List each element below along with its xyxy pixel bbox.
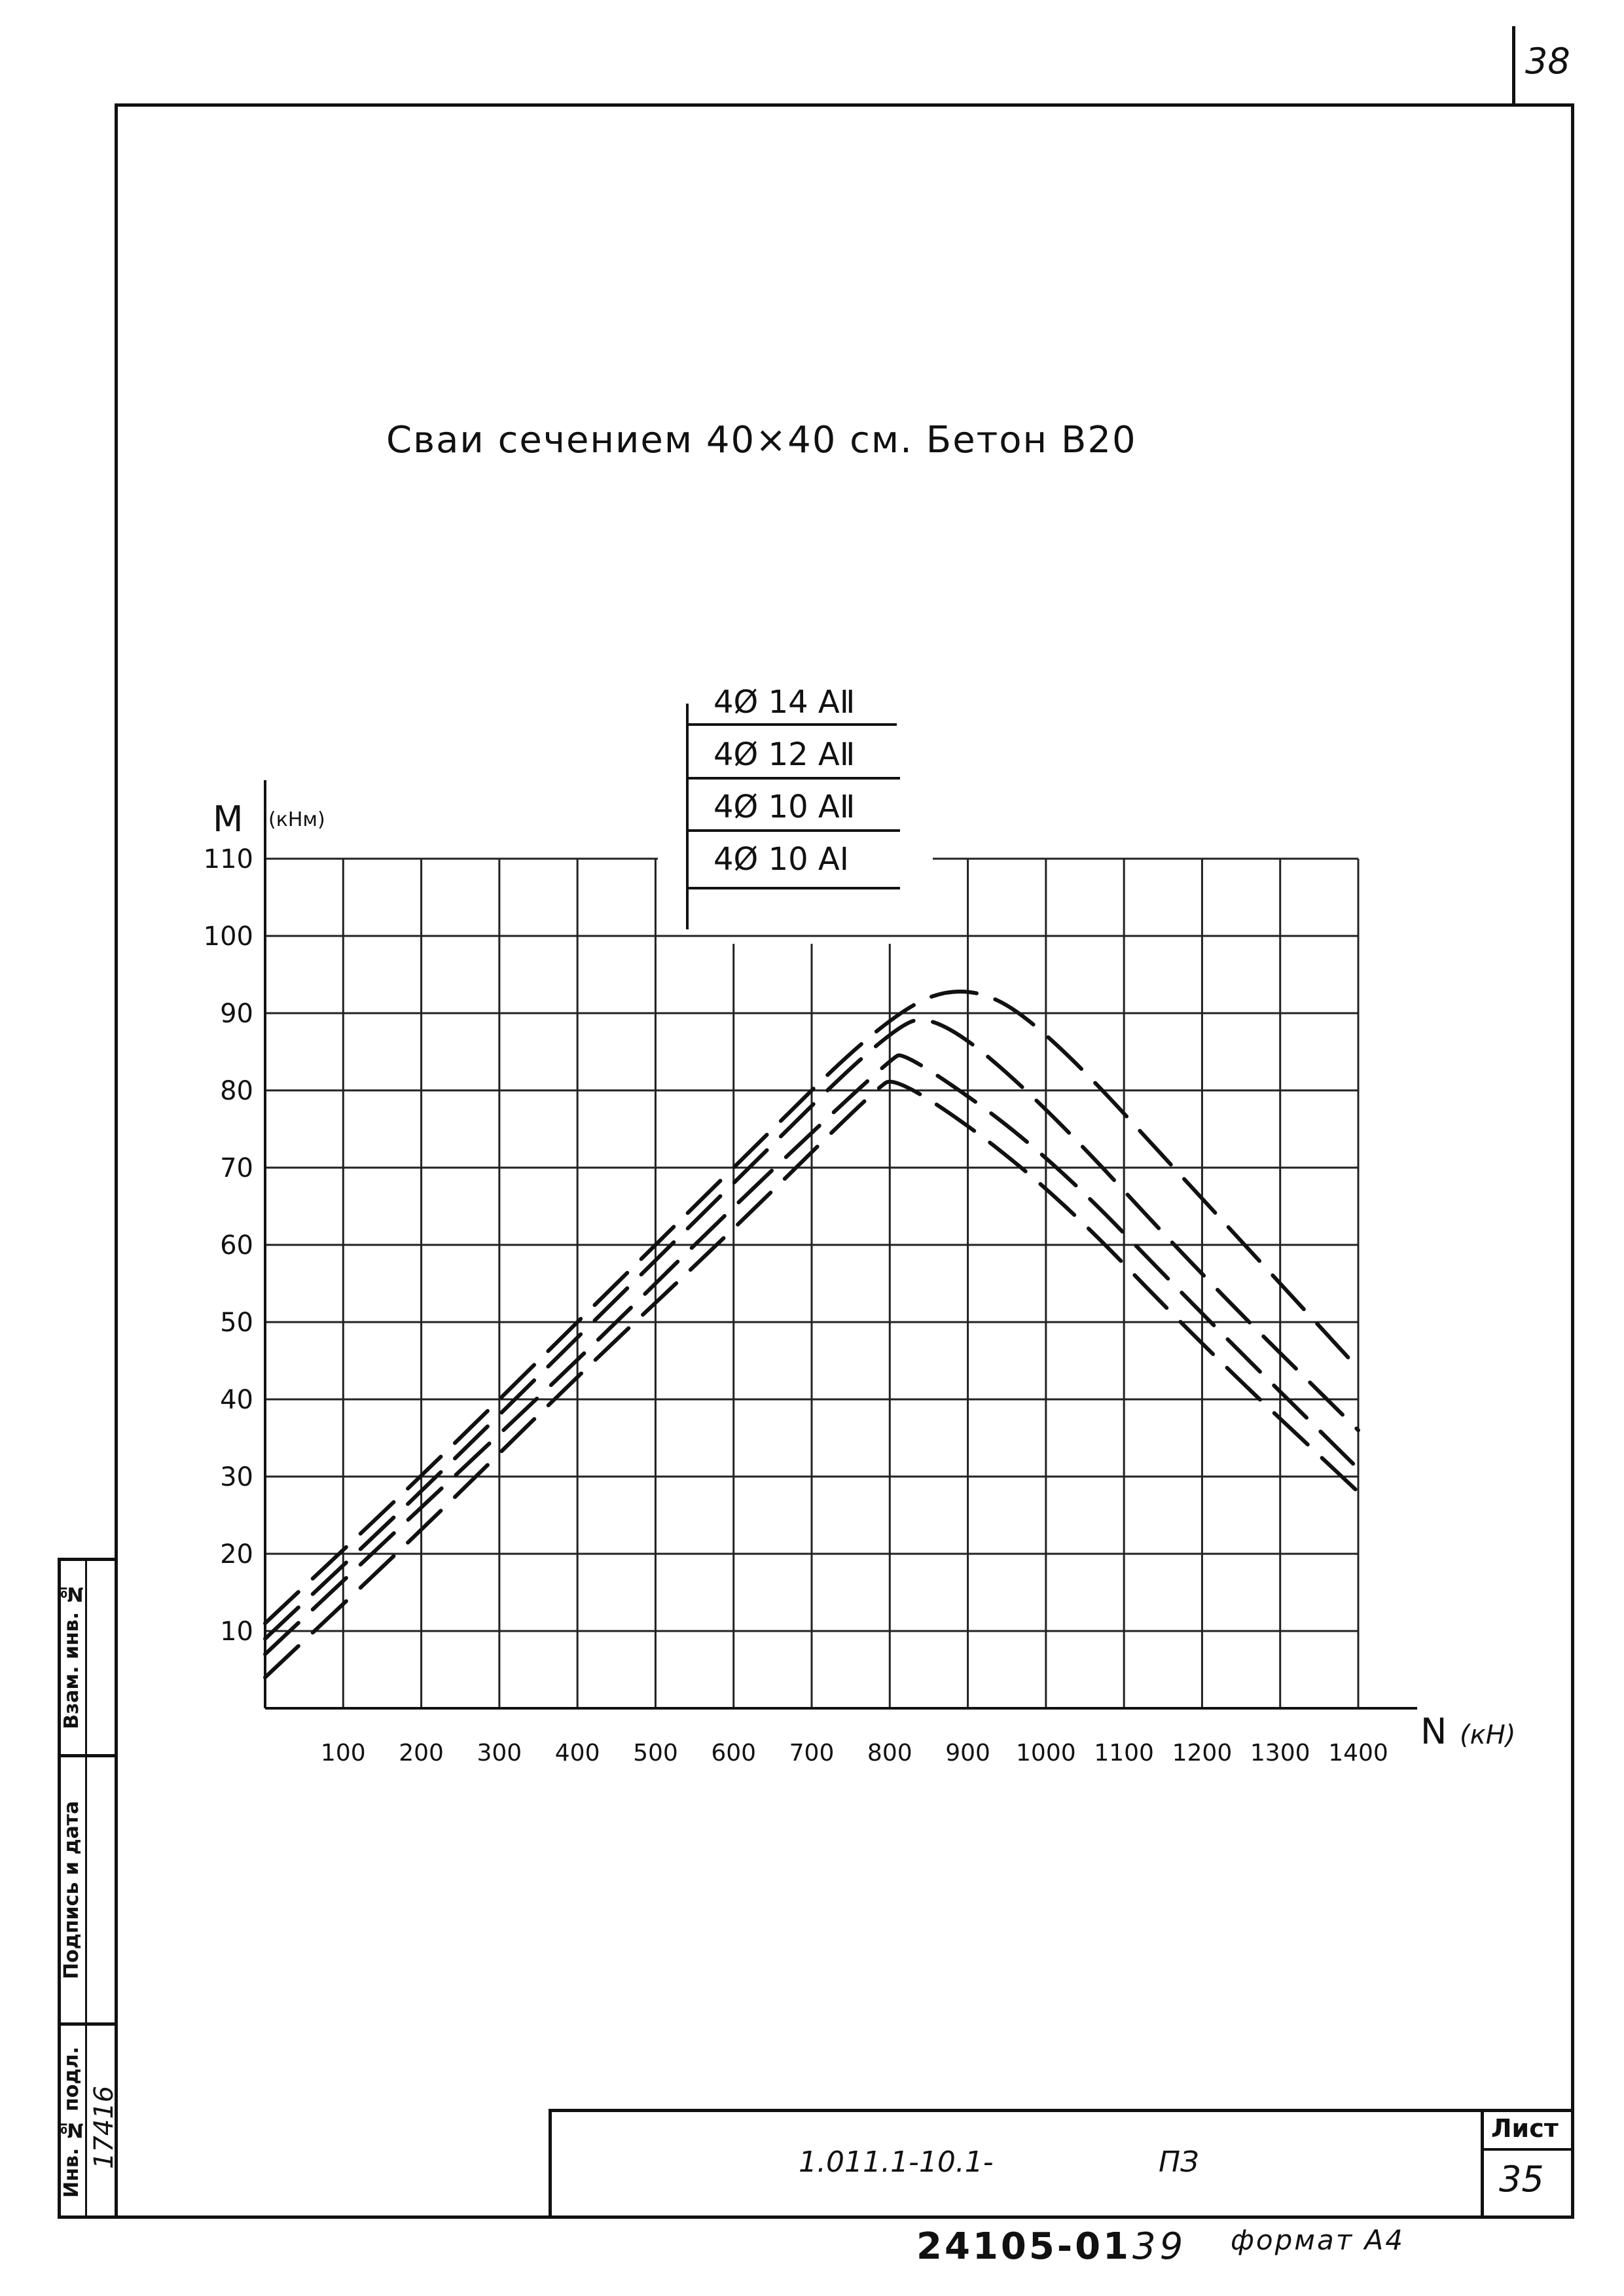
side-stamp-divider-1 <box>58 1754 118 1757</box>
series-line-2 <box>263 1018 1360 1641</box>
x-axis-unit: (кН) <box>1460 1720 1515 1750</box>
legend-box-left-line <box>686 704 689 929</box>
legend-item-2: 4Ø 12 АⅡ <box>713 736 855 773</box>
x-axis-label: N <box>1420 1711 1447 1752</box>
x-tick-label: 1000 <box>1016 1740 1076 1767</box>
x-tick-label: 1200 <box>1172 1740 1233 1767</box>
page-frame <box>115 103 1574 2219</box>
format-label: формат А4 <box>1231 2224 1405 2256</box>
legend-underline-3 <box>687 829 900 832</box>
archive-number: 39 <box>1132 2225 1187 2268</box>
archive-code: 24105-01 <box>916 2225 1131 2268</box>
legend-item-1: 4Ø 14 АⅡ <box>713 684 855 721</box>
legend-underline-4 <box>687 887 900 889</box>
legend-item-3: 4Ø 10 АⅡ <box>713 789 855 825</box>
x-tick-label: 600 <box>711 1740 756 1767</box>
side-stamp-col-divider <box>85 1558 87 2219</box>
x-tick-label: 400 <box>555 1740 600 1767</box>
sheet-number: 35 <box>1499 2159 1544 2200</box>
side-stamp-divider-2 <box>58 2022 118 2026</box>
title-block-sheet-hline <box>1481 2148 1574 2151</box>
legend-label: 4Ø 14 АⅡ <box>713 684 856 721</box>
x-tick-label: 800 <box>867 1740 912 1767</box>
x-tick-label: 1300 <box>1250 1740 1310 1767</box>
sheet-label: Лист <box>1491 2114 1559 2143</box>
y-tick-label: 50 <box>220 1308 253 1338</box>
y-tick-label: 110 <box>204 844 253 874</box>
y-axis-label: M <box>213 798 244 840</box>
y-axis-unit: (кНм) <box>268 808 325 831</box>
x-tick-label: 500 <box>633 1740 678 1767</box>
signature-date-label: Подпись и дата <box>60 1801 83 1979</box>
series-line-3 <box>263 1053 1360 1657</box>
x-tick-label: 1400 <box>1328 1740 1388 1767</box>
legend-item-4: 4Ø 10 АⅠ <box>713 841 849 878</box>
page-number: 38 <box>1525 41 1570 82</box>
legend-label: 4Ø 10 АⅠ <box>713 841 849 878</box>
x-tick-label: 200 <box>399 1740 444 1767</box>
replaced-inv-label: Взам. инв. № <box>60 1582 83 1730</box>
y-tick-label: 100 <box>204 922 253 952</box>
legend-underline-1 <box>687 723 897 726</box>
title-block <box>549 2109 1574 2219</box>
side-stamp <box>58 1558 118 2219</box>
x-tick-label: 1100 <box>1094 1740 1154 1767</box>
inv-no-orig-label: Инв. № подл. <box>60 2046 83 2198</box>
y-tick-label: 90 <box>220 999 253 1029</box>
title-block-sheet-divider <box>1481 2109 1484 2219</box>
x-tick-label: 700 <box>789 1740 835 1767</box>
x-tick-label: 900 <box>945 1740 990 1767</box>
y-tick-label: 20 <box>220 1539 253 1570</box>
y-tick-label: 70 <box>220 1153 253 1183</box>
y-tick-label: 40 <box>220 1385 253 1415</box>
series-line-1 <box>263 989 1360 1626</box>
y-tick-label: 10 <box>220 1617 253 1647</box>
x-tick-label: 100 <box>321 1740 366 1767</box>
legend-underline-2 <box>687 777 900 780</box>
legend-label: 4Ø 12 АⅡ <box>713 736 856 773</box>
y-tick-label: 80 <box>220 1076 253 1106</box>
doc-code: 1.011.1-10.1- <box>799 2145 994 2179</box>
legend-label: 4Ø 10 АⅡ <box>713 789 856 825</box>
series-line-4 <box>263 1079 1360 1679</box>
inv-no-orig-value: 17416 <box>89 2085 119 2169</box>
doc-suffix: ПЗ <box>1159 2145 1199 2179</box>
y-tick-label: 30 <box>220 1462 253 1492</box>
page-number-divider <box>1512 26 1515 105</box>
chart-title: Сваи сечением 40×40 см. Бетон В20 <box>386 419 1137 461</box>
x-tick-label: 300 <box>477 1740 522 1767</box>
y-tick-label: 60 <box>220 1230 253 1261</box>
